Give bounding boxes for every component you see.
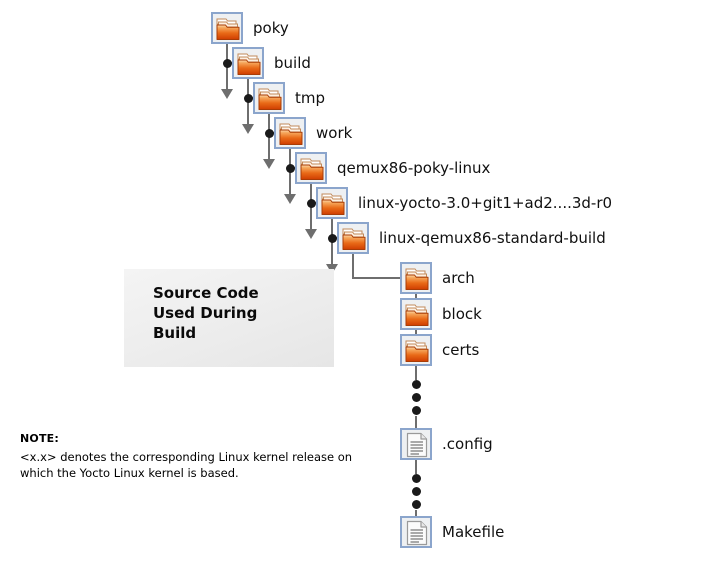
node-label: linux-qemux86-standard-build	[379, 229, 606, 247]
ellipsis-dot	[411, 406, 421, 415]
node-label: work	[316, 124, 353, 142]
ellipsis-dot	[411, 487, 421, 496]
ellipsis-dot	[411, 474, 421, 483]
connector-junction-dot	[327, 233, 337, 243]
connector-arrow	[284, 194, 296, 204]
node-label: arch	[442, 269, 475, 287]
folder-icon[interactable]	[400, 262, 432, 294]
connector-junction-dot	[222, 58, 232, 68]
folder-icon[interactable]	[295, 152, 327, 184]
folder-icon[interactable]	[274, 117, 306, 149]
connector-arrow	[242, 124, 254, 134]
node-label: build	[274, 54, 311, 72]
node-label: certs	[442, 341, 480, 359]
connector-line	[352, 254, 354, 278]
connector-line	[415, 460, 417, 474]
connector-arrow	[263, 159, 275, 169]
folder-icon[interactable]	[400, 298, 432, 330]
note-title: NOTE:	[20, 432, 59, 445]
folder-icon[interactable]	[400, 334, 432, 366]
connector-line	[415, 294, 417, 298]
file-icon[interactable]	[400, 428, 432, 460]
connector-junction-dot	[306, 198, 316, 208]
connector-junction-dot	[243, 93, 253, 103]
connector-line	[415, 510, 417, 516]
node-label: tmp	[295, 89, 326, 107]
connector-line	[415, 366, 417, 380]
folder-icon[interactable]	[232, 47, 264, 79]
file-icon[interactable]	[400, 516, 432, 548]
node-label: .config	[442, 435, 493, 453]
connector-line	[415, 330, 417, 334]
connector-junction-dot	[264, 128, 274, 138]
source-code-callout-box	[124, 269, 334, 367]
node-label: qemux86-poky-linux	[337, 159, 491, 177]
node-label: linux-yocto-3.0+git1+ad2....3d-r0	[358, 194, 613, 212]
folder-icon[interactable]	[211, 12, 243, 44]
node-label: block	[442, 305, 482, 323]
ellipsis-dot	[411, 393, 421, 402]
folder-icon[interactable]	[253, 82, 285, 114]
node-label: poky	[253, 19, 289, 37]
note-body: <x.x> denotes the corresponding Linux ke…	[20, 450, 353, 480]
ellipsis-dot	[411, 500, 421, 509]
connector-junction-dot	[285, 163, 295, 173]
connector-line	[352, 277, 400, 279]
folder-icon[interactable]	[337, 222, 369, 254]
folder-icon[interactable]	[316, 187, 348, 219]
connector-arrow	[221, 89, 233, 99]
ellipsis-dot	[411, 380, 421, 389]
connector-line	[415, 416, 417, 428]
connector-arrow	[305, 229, 317, 239]
node-label: Makefile	[442, 523, 505, 541]
source-code-callout-text: Source Code Used During Build	[153, 284, 259, 342]
